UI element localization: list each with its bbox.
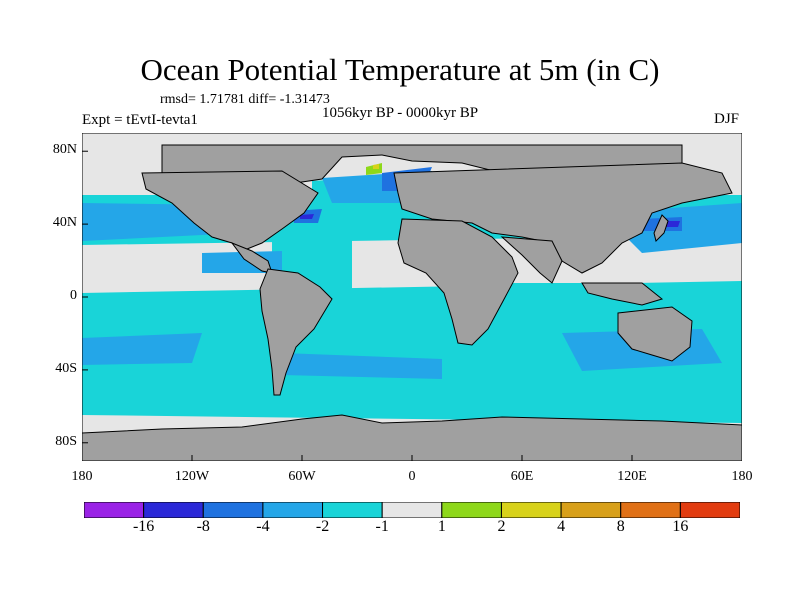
colorbar-swatch bbox=[381, 502, 443, 518]
colorbar-swatch bbox=[441, 502, 502, 518]
colorbar-label: 8 bbox=[616, 518, 625, 535]
rmsd-diff-stats: rmsd= 1.71781 diff= -1.31473 bbox=[160, 92, 330, 107]
season-label: DJF bbox=[714, 111, 740, 127]
colorbar-swatch bbox=[620, 502, 681, 518]
japan bbox=[653, 214, 669, 242]
colorbar-swatch bbox=[560, 502, 622, 518]
lon-tick-label: 180 bbox=[71, 469, 93, 484]
map-title: Ocean Potential Temperature at 5m (in C) bbox=[140, 52, 660, 87]
colorbar-label: 2 bbox=[497, 518, 506, 535]
lat-tick-label: 80S bbox=[55, 433, 77, 449]
lon-tick-label: 60W bbox=[288, 469, 316, 484]
colorbar-label: -2 bbox=[315, 518, 330, 535]
south-america bbox=[259, 268, 333, 396]
lat-tick-label: 40N bbox=[52, 215, 77, 231]
colorbar-label: 1 bbox=[437, 518, 446, 535]
africa bbox=[397, 218, 519, 346]
map-panel bbox=[82, 133, 742, 461]
colorbar-label: -1 bbox=[375, 518, 389, 535]
colorbar-swatch bbox=[84, 502, 145, 518]
axis-ticks bbox=[82, 150, 742, 461]
antarctica bbox=[82, 414, 742, 461]
lon-tick-label: 120W bbox=[174, 469, 210, 484]
colorbar-label: -4 bbox=[256, 518, 270, 535]
colorbar-label: -8 bbox=[196, 518, 210, 535]
lat-tick-label: 80N bbox=[52, 142, 77, 158]
lon-tick-label: 120E bbox=[617, 469, 647, 484]
colorbar bbox=[84, 502, 740, 518]
lat-tick-label: 0 bbox=[70, 288, 77, 303]
colorbar-swatch bbox=[202, 502, 264, 518]
period-label: 1056kyr BP - 0000kyr BP bbox=[322, 105, 479, 121]
experiment-label: Expt = tEvtI-tevta1 bbox=[82, 112, 198, 128]
colorbar-label: 16 bbox=[672, 518, 689, 535]
land-masses bbox=[82, 144, 742, 461]
colorbar-label: 4 bbox=[557, 518, 566, 535]
lat-tick-label: 40S bbox=[55, 360, 77, 376]
maritime-continent bbox=[581, 282, 664, 306]
lon-tick-label: 0 bbox=[408, 469, 416, 484]
colorbar-swatch bbox=[143, 502, 204, 518]
colorbar-swatch bbox=[322, 502, 383, 518]
colorbar-swatch bbox=[679, 502, 740, 518]
colorbar-swatch bbox=[262, 502, 324, 518]
australia bbox=[617, 306, 693, 362]
india-arabia bbox=[500, 236, 563, 284]
lon-tick-label: 180 bbox=[731, 469, 753, 484]
lon-tick-label: 60E bbox=[510, 469, 534, 484]
eurasia bbox=[393, 162, 733, 274]
colorbar-label: -16 bbox=[132, 518, 155, 535]
colorbar-swatch bbox=[500, 502, 562, 518]
